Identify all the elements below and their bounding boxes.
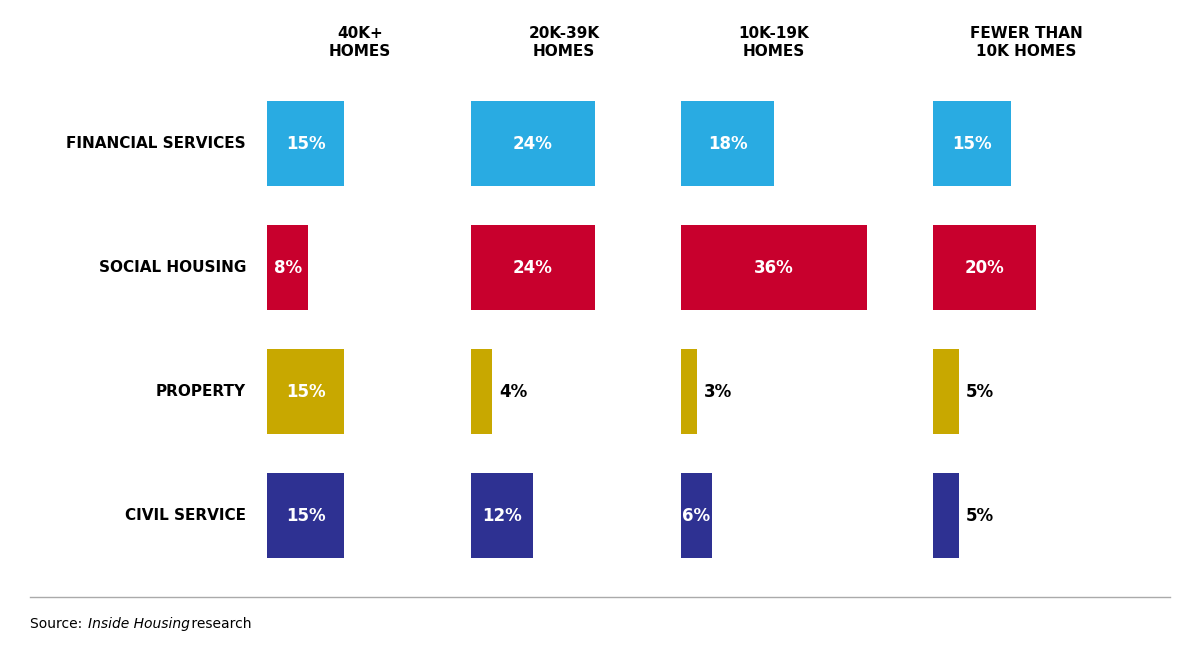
Text: 18%: 18% [708, 135, 748, 153]
Text: FINANCIAL SERVICES: FINANCIAL SERVICES [66, 136, 246, 151]
FancyBboxPatch shape [682, 349, 696, 434]
Text: FEWER THAN
10K HOMES: FEWER THAN 10K HOMES [970, 26, 1082, 59]
Text: 3%: 3% [703, 383, 732, 401]
Text: 20K-39K
HOMES: 20K-39K HOMES [528, 26, 600, 59]
FancyBboxPatch shape [682, 101, 774, 186]
Text: 8%: 8% [274, 259, 301, 277]
FancyBboxPatch shape [266, 349, 344, 434]
Text: 10K-19K
HOMES: 10K-19K HOMES [739, 26, 809, 59]
Text: research: research [187, 617, 252, 631]
Text: 24%: 24% [514, 259, 553, 277]
Text: CIVIL SERVICE: CIVIL SERVICE [125, 509, 246, 523]
Text: Inside Housing: Inside Housing [88, 617, 190, 631]
Text: 12%: 12% [482, 507, 522, 525]
FancyBboxPatch shape [934, 101, 1010, 186]
FancyBboxPatch shape [682, 473, 712, 558]
Text: 4%: 4% [499, 383, 527, 401]
FancyBboxPatch shape [470, 349, 492, 434]
Text: 40K+
HOMES: 40K+ HOMES [329, 26, 391, 59]
Text: 24%: 24% [514, 135, 553, 153]
Text: 5%: 5% [966, 383, 994, 401]
FancyBboxPatch shape [470, 101, 595, 186]
FancyBboxPatch shape [934, 225, 1037, 310]
Text: SOCIAL HOUSING: SOCIAL HOUSING [98, 261, 246, 275]
Text: 6%: 6% [683, 507, 710, 525]
FancyBboxPatch shape [470, 225, 595, 310]
Text: 36%: 36% [754, 259, 794, 277]
Text: 15%: 15% [952, 135, 991, 153]
Text: 15%: 15% [286, 383, 325, 401]
FancyBboxPatch shape [266, 101, 344, 186]
Text: Source:: Source: [30, 617, 86, 631]
FancyBboxPatch shape [934, 473, 959, 558]
FancyBboxPatch shape [682, 225, 866, 310]
Text: 15%: 15% [286, 507, 325, 525]
Text: 20%: 20% [965, 259, 1004, 277]
Text: PROPERTY: PROPERTY [156, 385, 246, 399]
FancyBboxPatch shape [470, 473, 533, 558]
FancyBboxPatch shape [266, 225, 308, 310]
FancyBboxPatch shape [266, 473, 344, 558]
FancyBboxPatch shape [934, 349, 959, 434]
Text: 5%: 5% [966, 507, 994, 525]
Text: 15%: 15% [286, 135, 325, 153]
